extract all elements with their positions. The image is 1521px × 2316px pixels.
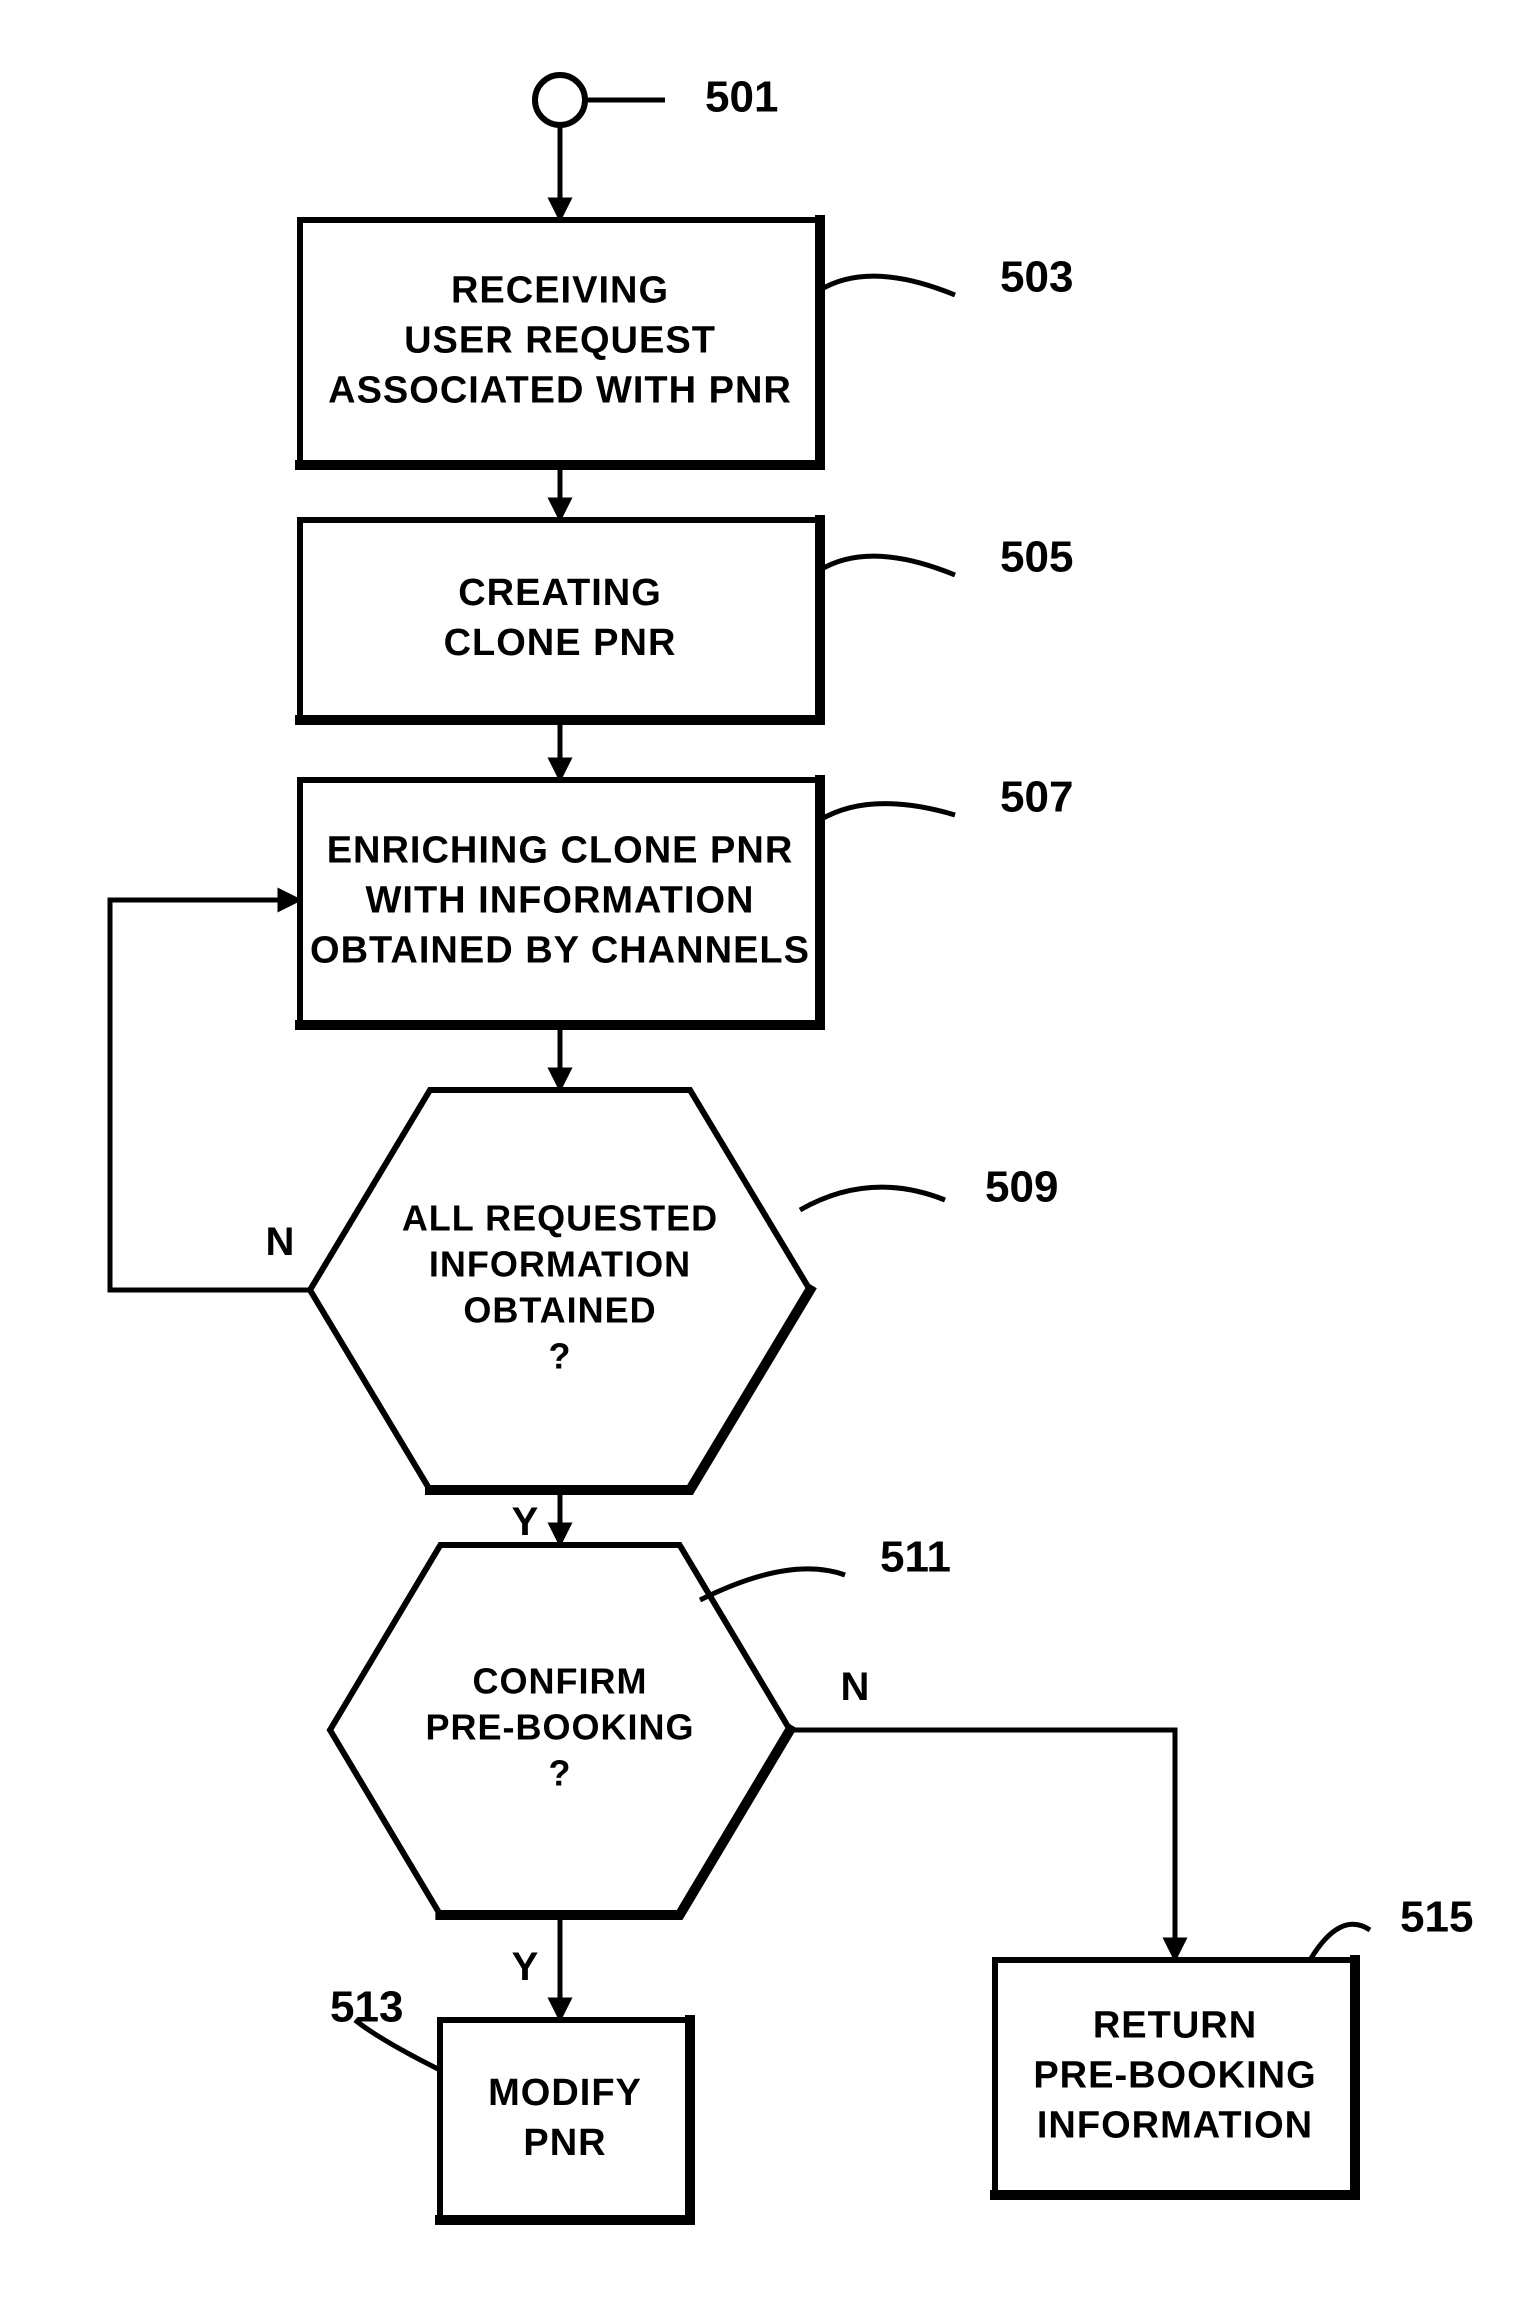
leader-n503 [820, 276, 955, 295]
ref-label-501: 501 [705, 73, 778, 122]
node-text: ALL REQUESTED [402, 1198, 718, 1239]
node-text: MODIFY [488, 2072, 642, 2114]
leader-n507 [820, 804, 955, 820]
node-n509: ALL REQUESTED INFORMATION OBTAINED? [310, 1090, 810, 1490]
ref-label-511: 511 [880, 1533, 951, 1582]
node-text: RECEIVING [451, 270, 669, 312]
node-text: CREATING [458, 572, 662, 614]
node-text: PRE-BOOKING [1033, 2055, 1316, 2097]
node-text: ? [549, 1336, 572, 1377]
node-n515: RETURN PRE-BOOKING INFORMATION [995, 1960, 1355, 2195]
ref-label-515: 515 [1400, 1893, 1473, 1942]
node-n511: CONFIRM PRE-BOOKING? [330, 1545, 790, 1915]
node-text: OBTAINED [463, 1290, 656, 1331]
edge-label: Y [512, 1945, 539, 1989]
node-text: ? [549, 1753, 572, 1794]
node-text: ENRICHING CLONE PNR [327, 830, 794, 872]
node-n513: MODIFY PNR [440, 2020, 690, 2220]
node-text: RETURN [1093, 2005, 1257, 2047]
ref-label-513: 513 [330, 1983, 403, 2032]
node-text: WITH INFORMATION [366, 880, 755, 922]
leader-n511 [700, 1569, 845, 1600]
node-text: INFORMATION [429, 1244, 691, 1285]
node-text: CLONE PNR [444, 622, 677, 664]
ref-label-505: 505 [1000, 533, 1073, 582]
ref-label-507: 507 [1000, 773, 1073, 822]
ref-label-509: 509 [985, 1163, 1058, 1212]
node-text: USER REQUEST [404, 320, 716, 362]
node-start [535, 75, 585, 125]
node-text: ASSOCIATED WITH PNR [328, 370, 792, 412]
edge-7 [790, 1730, 1175, 1960]
ref-label-503: 503 [1000, 253, 1073, 302]
node-text: INFORMATION [1037, 2105, 1313, 2147]
edge-label: N [841, 1665, 870, 1709]
node-text: OBTAINED BY CHANNELS [310, 930, 810, 972]
node-n505: CREATING CLONE PNR [300, 520, 820, 720]
node-text: PRE-BOOKING [425, 1707, 694, 1748]
leader-n515 [1310, 1924, 1370, 1960]
node-n507: ENRICHING CLONE PNR WITH INFORMATION OBTAI… [300, 780, 820, 1025]
leader-n509 [800, 1187, 945, 1210]
edge-label: N [266, 1220, 295, 1264]
node-text: CONFIRM [473, 1661, 648, 1702]
node-text: PNR [523, 2122, 606, 2164]
leader-n505 [820, 556, 955, 575]
edge-label: Y [512, 1500, 539, 1544]
node-n503: RECEIVING USER REQUEST ASSOCIATED WITH PNR [300, 220, 820, 465]
